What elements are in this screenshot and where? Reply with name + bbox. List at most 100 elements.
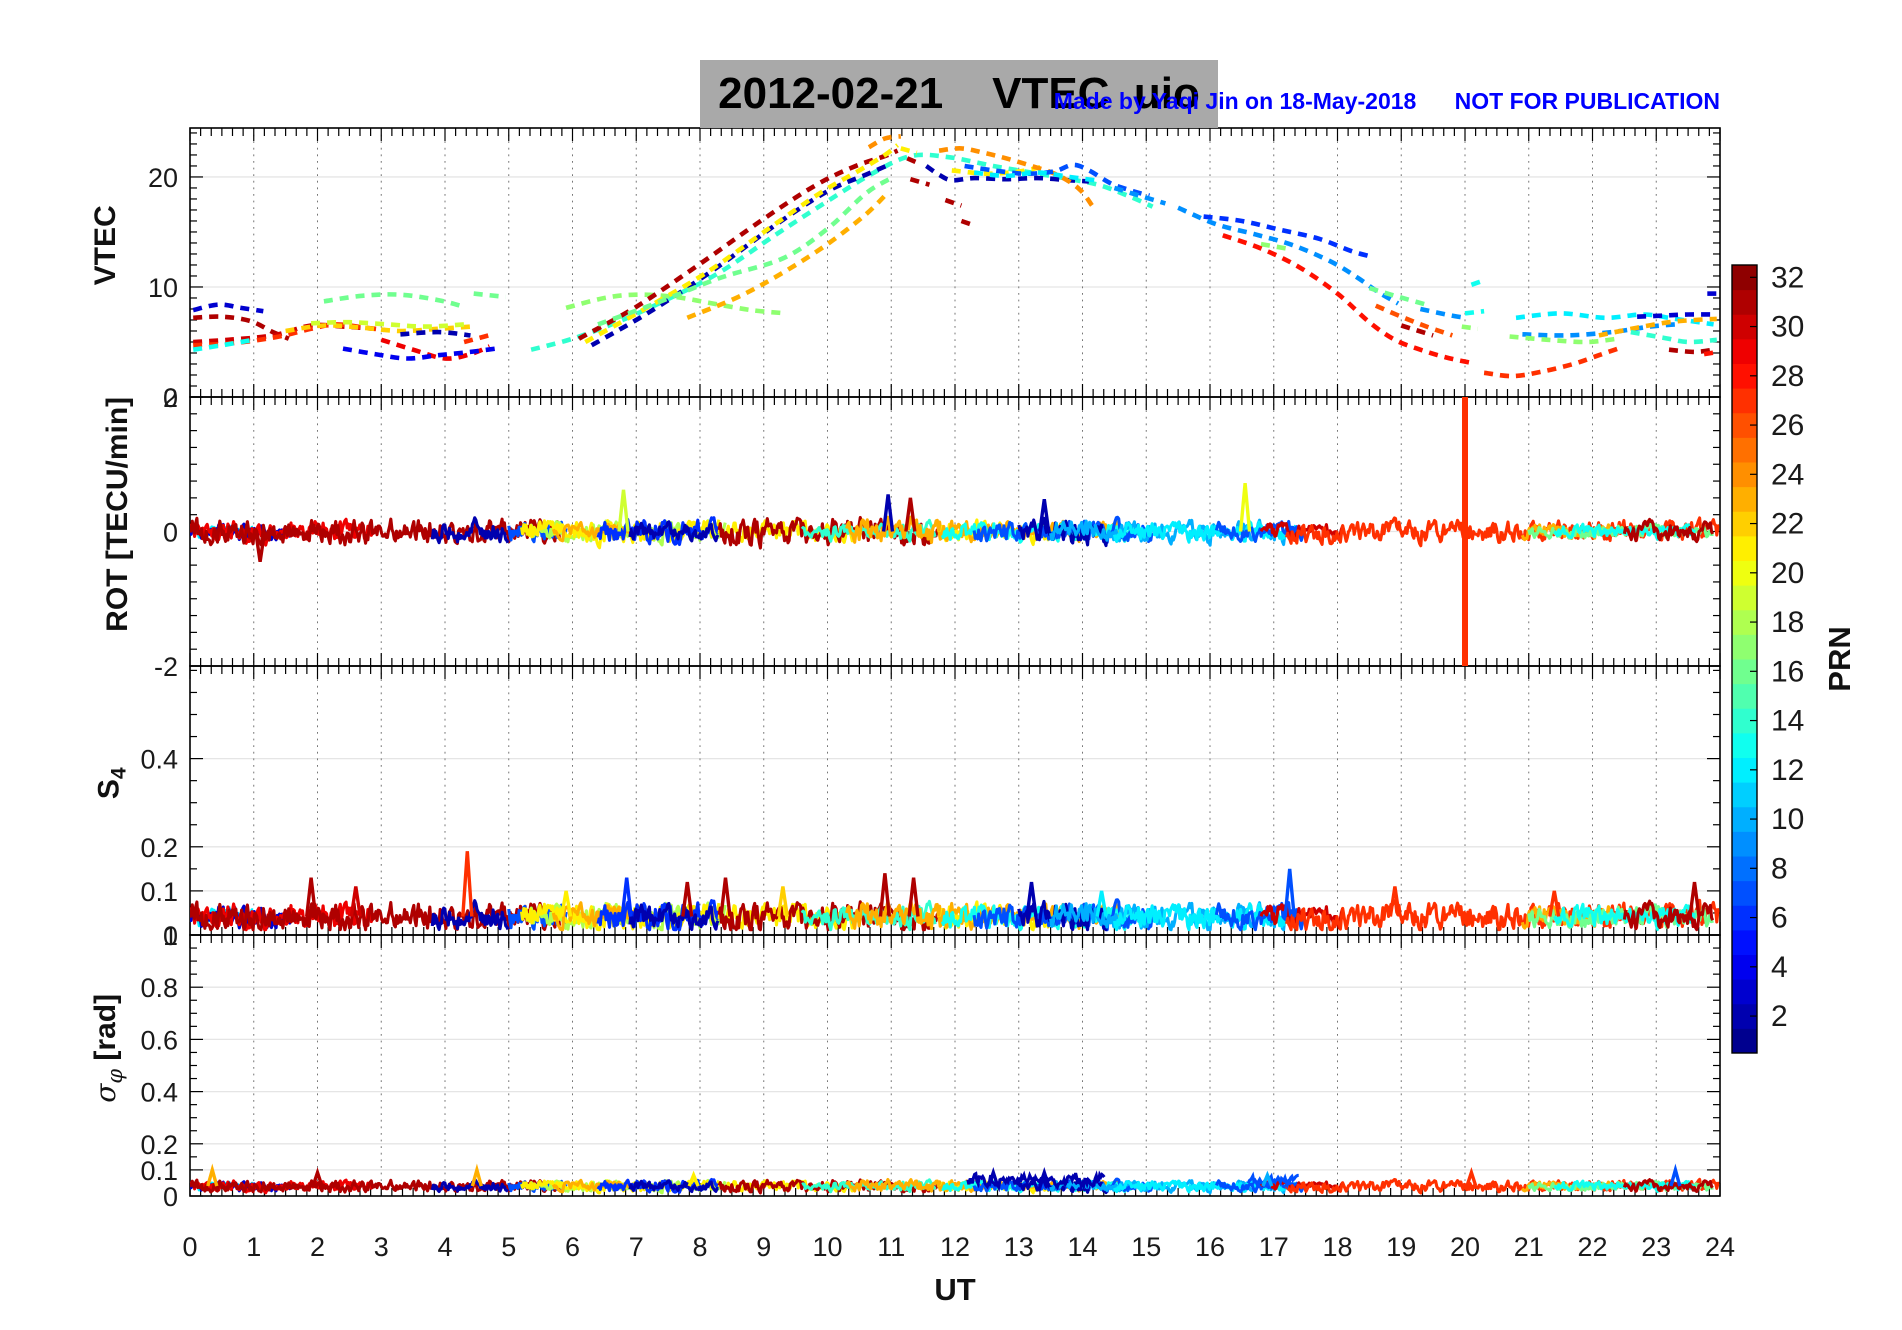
vtec-series-prn-6 — [1203, 214, 1371, 259]
vtec-series-prn-27 — [463, 332, 494, 345]
tick-label: 8 — [692, 1232, 707, 1262]
vtec-series-prn-3 — [192, 302, 264, 314]
tick-label: 12 — [940, 1232, 970, 1262]
vtec-series-prn-24 — [938, 146, 1094, 208]
vtec-series-prn-16 — [323, 292, 465, 310]
vtec-series-prn-14 — [1630, 329, 1718, 345]
tick-label: 0.2 — [140, 833, 178, 863]
vtec-series-prn-16 — [1368, 285, 1431, 308]
vtec-series-prn-31 — [906, 156, 921, 166]
tick-label: 0.1 — [140, 877, 178, 907]
tick-label: 11 — [877, 1232, 905, 1262]
tick-label: 28 — [1771, 360, 1804, 393]
tick-label: 24 — [1771, 458, 1804, 491]
tick-label: 9 — [756, 1232, 771, 1262]
tick-label: 0 — [163, 1182, 178, 1212]
tick-label: 32 — [1771, 261, 1804, 294]
tick-label: 20 — [1771, 557, 1804, 590]
vtec-series-prn-2 — [590, 161, 893, 348]
vtec-series-prn-14 — [530, 152, 1154, 352]
tick-label: 20 — [1450, 1232, 1480, 1262]
vtec-series-prn-17 — [1260, 241, 1287, 251]
tick-label: 20 — [148, 163, 178, 193]
tick-label: 1 — [246, 1232, 261, 1262]
tick-label: 12 — [1771, 754, 1804, 787]
vtec-satellite-tracks — [192, 134, 1720, 379]
y-label-vtec: VTEC — [89, 205, 122, 286]
tick-label: 30 — [1771, 311, 1804, 344]
tick-label: 21 — [1514, 1232, 1544, 1262]
rot-noise-band — [190, 397, 1720, 666]
tick-label: 2 — [310, 1232, 325, 1262]
tick-label: 19 — [1386, 1232, 1416, 1262]
tick-label: 24 — [1705, 1232, 1735, 1262]
y-label-rot: ROT [TECU/min] — [101, 396, 134, 632]
vtec-series-prn-28 — [1222, 233, 1472, 366]
vtec-series-prn-13 — [1470, 279, 1482, 287]
vtec-series-prn-13 — [192, 337, 255, 352]
vtec-series-prn-7 — [964, 162, 1151, 198]
tick-label: 0.1 — [140, 1156, 178, 1186]
vtec-series-prn-30 — [193, 322, 376, 345]
x-tick-labels: 0 1 2 3 4 5 6 7 8 9 10 11 12 13 14 15 16 17 18 19 20 21 22 23 24 — [182, 1232, 1735, 1262]
tick-label: 2 — [1771, 1000, 1788, 1033]
vtec-series-prn-27 — [1483, 346, 1619, 379]
tick-label: 16 — [1195, 1232, 1225, 1262]
tick-label: 0.2 — [140, 1130, 178, 1160]
vtec-series-prn-31 — [577, 148, 899, 341]
vtec-series-prn-23 — [1598, 316, 1717, 338]
vtec-series-prn-23 — [686, 190, 890, 320]
vtec-series-prn-17 — [1461, 324, 1479, 332]
y-label-sigma-phi: σφ [rad] — [89, 993, 127, 1103]
tick-label: 17 — [1259, 1232, 1289, 1262]
vtec-series-prn-16 — [597, 176, 893, 327]
vtec-series-prn-9 — [1419, 306, 1466, 321]
vtec-series-prn-24 — [867, 134, 902, 150]
tick-label: 0 — [163, 383, 178, 413]
tick-label: 0 — [163, 921, 178, 951]
vtec-series-prn-13 — [1464, 308, 1485, 316]
tick-label: 0 — [182, 1232, 197, 1262]
tick-label: 13 — [1004, 1232, 1034, 1262]
tick-label: 0.8 — [140, 973, 178, 1003]
vtec-series-prn-31 — [1400, 323, 1434, 338]
tick-label: 10 — [812, 1232, 842, 1262]
vtec-series-prn-2 — [400, 329, 471, 338]
tick-label: 7 — [629, 1232, 644, 1262]
vtec-series-prn-17 — [565, 292, 787, 316]
vtec-series-prn-12 — [973, 170, 1096, 183]
vtec-series-prn-4 — [342, 346, 497, 361]
tick-label: 16 — [1771, 655, 1804, 688]
vtec-series-prn-31 — [1668, 347, 1714, 355]
tick-label: -2 — [154, 652, 178, 682]
tick-label: 3 — [374, 1232, 389, 1262]
tick-label: 14 — [1067, 1232, 1097, 1262]
tick-label: 8 — [1771, 852, 1788, 885]
tick-label: 18 — [1322, 1232, 1352, 1262]
tick-label: 5 — [501, 1232, 516, 1262]
x-label-ut: UT — [934, 1272, 976, 1307]
tick-label: 26 — [1771, 409, 1804, 442]
tick-label: 0 — [163, 518, 178, 548]
tick-label: 4 — [437, 1232, 452, 1262]
sigma-noise-band — [190, 1163, 1720, 1195]
tick-label: 6 — [565, 1232, 580, 1262]
watermark-annotation: Made by Yaqi Jin on 18-May-2018 NOT FOR … — [1053, 88, 1720, 114]
s4-noise-band — [190, 851, 1720, 932]
vtec-series-prn-28 — [1703, 349, 1720, 357]
vtec-series-prn-31 — [909, 176, 931, 187]
tick-label: 10 — [1771, 803, 1804, 836]
plot-title: 2012-02-21 VTEC uio — [700, 60, 1218, 128]
tick-label: 0.4 — [140, 1078, 178, 1108]
tick-label: 22 — [1577, 1232, 1607, 1262]
tick-label: 15 — [1131, 1232, 1161, 1262]
tick-label: 18 — [1771, 606, 1804, 639]
tick-label: 14 — [1771, 705, 1804, 738]
vtec-series-prn-26 — [1374, 303, 1454, 338]
tick-label: 0.6 — [140, 1025, 178, 1055]
vtec-series-prn-3 — [1636, 312, 1717, 319]
vtec-series-prn-31 — [944, 197, 963, 208]
tick-label: 1 — [163, 921, 178, 951]
